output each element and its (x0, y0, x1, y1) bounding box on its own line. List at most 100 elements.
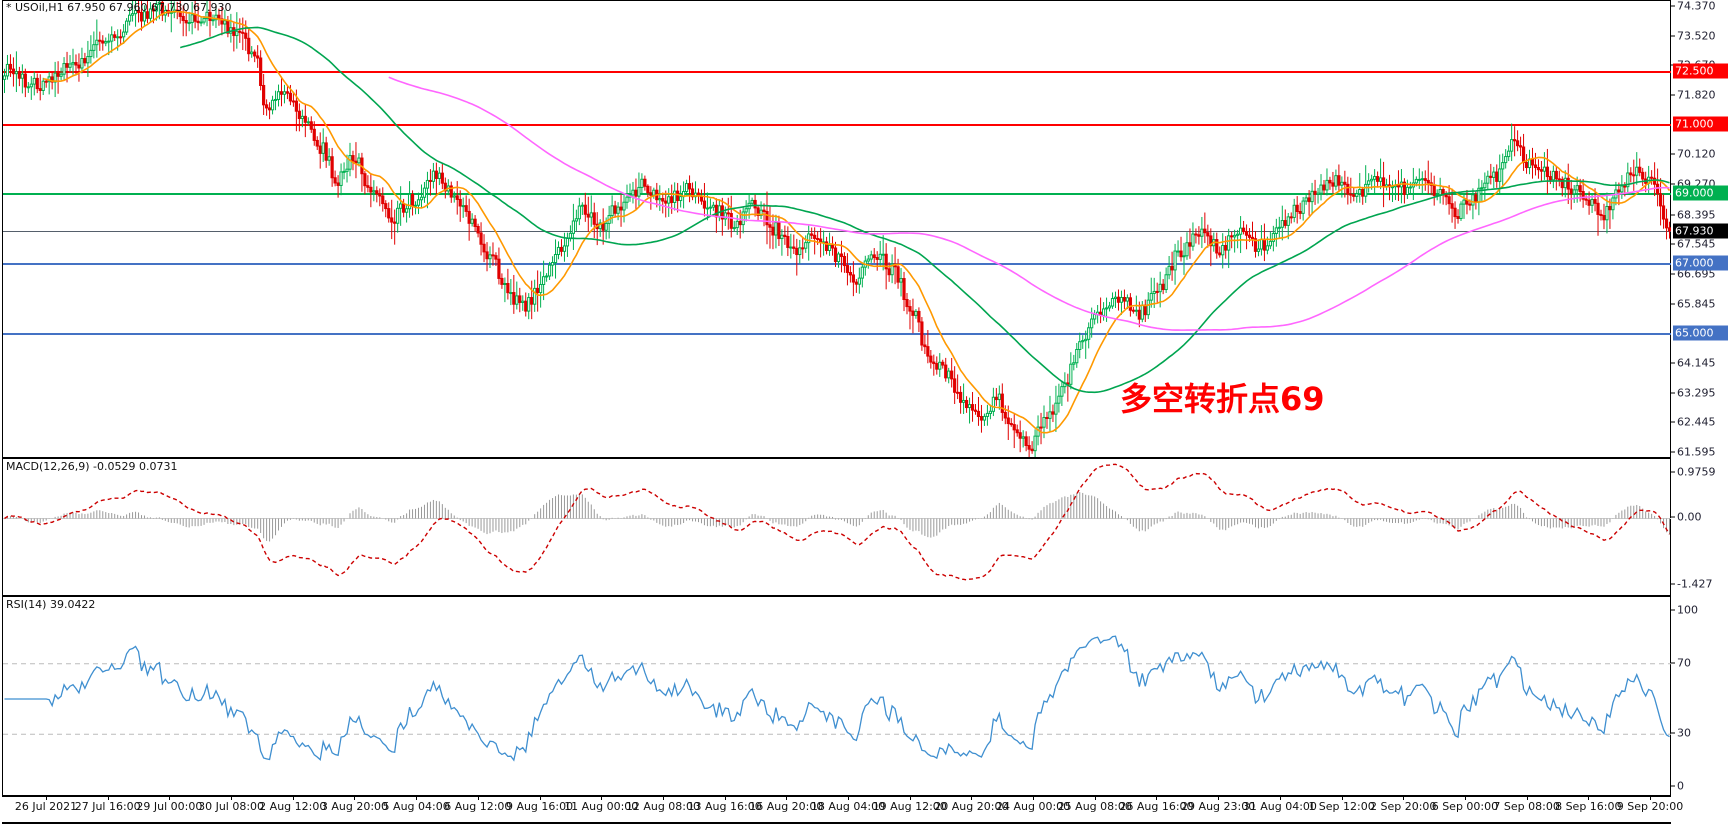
time-tick (416, 796, 418, 800)
chart-annotation-text: 多空转折点69 (1120, 380, 1325, 418)
macd-tick-label: 0.9759 (1677, 465, 1716, 479)
price-level-badge[interactable]: 69.000 (1673, 185, 1728, 201)
price-tick (1671, 153, 1675, 155)
time-tick-label: 27 Jul 16:00 (74, 800, 141, 813)
time-tick (1094, 796, 1096, 800)
rsi-label: RSI(14) 39.0422 (6, 598, 96, 611)
rsi-tick-label: 70 (1677, 656, 1691, 670)
time-tick (169, 796, 171, 800)
time-tick (539, 796, 541, 800)
macd-tick (1671, 471, 1675, 473)
level-line-last-price-67.93[interactable] (3, 230, 1671, 232)
macd-axis[interactable]: 0.9759 0.00 -1.427 (1671, 458, 1729, 596)
time-tick (354, 796, 356, 800)
time-tick-label: 12 Aug 08:00 (625, 800, 701, 813)
time-tick-label: 20 Aug 20:00 (934, 800, 1009, 813)
price-series-plot (3, 1, 1671, 457)
price-axis[interactable]: 74.37073.52072.67071.82070.12069.27068.3… (1671, 0, 1729, 459)
time-tick (909, 796, 911, 800)
rsi-tick (1671, 785, 1675, 787)
price-tick-label: 64.145 (1677, 356, 1716, 370)
price-tick (1671, 5, 1675, 7)
price-tick (1671, 362, 1675, 364)
time-tick-label: 19 Aug 12:00 (872, 800, 947, 813)
time-axis[interactable]: 26 Jul 2021 27 Jul 16:00 29 Jul 00:00 30 Ju… (0, 796, 1729, 830)
rsi-tick-label: 100 (1677, 603, 1698, 617)
price-tick (1671, 214, 1675, 216)
time-tick (601, 796, 603, 800)
time-axis-scrollbar[interactable] (2, 822, 1671, 824)
price-tick-label: 71.820 (1677, 88, 1716, 102)
time-tick (724, 796, 726, 800)
price-tick (1671, 243, 1675, 245)
price-tick (1671, 421, 1675, 423)
price-tick-label: 63.295 (1677, 386, 1716, 400)
rsi-tick-label: 30 (1677, 726, 1691, 740)
time-tick-label: 6 Aug 12:00 (444, 800, 512, 813)
rsi-panel[interactable]: RSI(14) 39.0422 100 70 30 0 (0, 596, 1729, 796)
time-tick-label: 13 Aug 16:00 (687, 800, 762, 813)
rsi-series-plot (3, 635, 1671, 762)
time-tick-label: 6 Sep 00:00 (1431, 800, 1499, 813)
price-tick-label: 62.445 (1677, 415, 1716, 429)
time-tick-label: 7 Sep 08:00 (1493, 800, 1560, 813)
level-line-support-65.0[interactable] (3, 333, 1671, 336)
macd-label: MACD(12,26,9) -0.0529 0.0731 (6, 460, 178, 473)
time-tick (1341, 796, 1343, 800)
macd-tick-label: -1.427 (1677, 577, 1713, 591)
time-tick (107, 796, 109, 800)
macd-series-plot (3, 463, 1671, 581)
time-tick-label: 8 Sep 16:00 (1555, 800, 1622, 813)
price-tick (1671, 451, 1675, 453)
time-tick (46, 796, 47, 800)
level-line-resistance-72.5[interactable] (3, 71, 1671, 74)
time-tick (292, 796, 294, 800)
price-tick-label: 61.595 (1677, 445, 1716, 459)
time-tick (1279, 796, 1281, 800)
time-tick-label: 11 Aug 00:00 (564, 800, 639, 813)
time-tick-label: 18 Aug 04:00 (810, 800, 886, 813)
rsi-tick-label: 0 (1677, 779, 1684, 793)
price-level-badge[interactable]: 72.500 (1673, 63, 1728, 79)
symbol-ohlc-header: * USOil,H1 67.950 67.960 67.730 67.930 (6, 1, 232, 14)
price-tick (1671, 183, 1675, 185)
price-tick-label: 73.520 (1677, 29, 1716, 43)
time-tick-label: 1 Sep 12:00 (1308, 800, 1375, 813)
time-tick (1156, 796, 1158, 800)
price-tick (1671, 35, 1675, 37)
price-tick-label: 74.370 (1677, 0, 1716, 13)
price-level-badge[interactable]: 71.000 (1673, 116, 1728, 132)
time-tick-label: 25 Aug 08:00 (1057, 800, 1132, 813)
rsi-tick (1671, 609, 1675, 611)
time-tick (848, 796, 849, 800)
rsi-tick (1671, 662, 1675, 664)
price-level-badge[interactable]: 67.000 (1673, 255, 1728, 271)
price-tick (1671, 94, 1675, 96)
time-tick-label: 29 Aug 23:00 (1181, 800, 1256, 813)
price-level-badge[interactable]: 65.000 (1673, 325, 1728, 341)
price-tick-label: 70.120 (1677, 147, 1716, 161)
time-tick-label: 30 Jul 08:00 (198, 800, 265, 813)
time-tick-label: 26 Aug 16:00 (1119, 800, 1194, 813)
macd-panel-frame (2, 458, 1671, 596)
time-tick (1218, 796, 1220, 800)
time-tick (1650, 796, 1651, 800)
time-tick-label: 5 Aug 04:00 (382, 800, 450, 813)
time-tick (971, 796, 973, 800)
rsi-panel-frame (2, 596, 1671, 796)
time-tick-label: 31 Aug 04:00 (1242, 800, 1317, 813)
rsi-axis[interactable]: 100 70 30 0 (1671, 596, 1729, 796)
macd-panel[interactable]: MACD(12,26,9) -0.0529 0.0731 0.9759 0.00 -… (0, 458, 1729, 596)
time-tick (1464, 796, 1466, 800)
level-line-pivot-69.0[interactable] (3, 193, 1671, 196)
level-line-support-67.0[interactable] (3, 263, 1671, 266)
price-tick-label: 68.395 (1677, 208, 1716, 222)
price-panel[interactable]: * USOil,H1 67.950 67.960 67.730 67.930 多… (0, 0, 1729, 459)
price-tick-label: 65.845 (1677, 297, 1716, 311)
price-tick (1671, 392, 1675, 394)
price-level-badge[interactable]: 67.930 (1673, 223, 1728, 239)
time-tick-label: 9 Aug 16:00 (505, 800, 574, 813)
level-line-resistance-71.0[interactable] (3, 123, 1671, 126)
rsi-tick (1671, 732, 1675, 734)
